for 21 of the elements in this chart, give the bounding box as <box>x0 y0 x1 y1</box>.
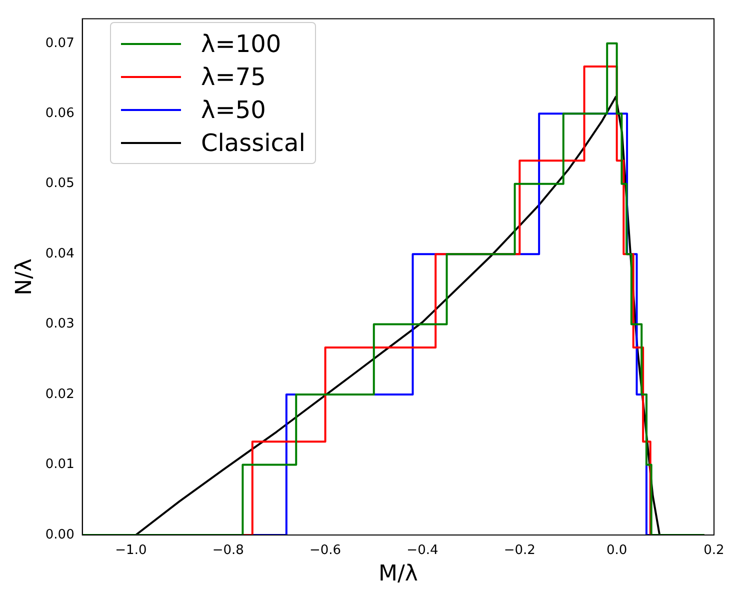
y-tick-label: 0.01 <box>45 457 74 472</box>
y-tick-label: 0.02 <box>45 386 74 402</box>
y-axis-title: N/λ <box>12 258 37 296</box>
x-tick-label: −0.8 <box>212 543 244 558</box>
legend-label: Classical <box>201 128 306 156</box>
y-tick-label: 0.07 <box>45 36 74 51</box>
y-tick-label: 0.05 <box>45 176 74 192</box>
legend-label: λ=100 <box>201 30 282 58</box>
y-tick-label: 0.00 <box>45 527 74 542</box>
y-tick-label: 0.04 <box>45 246 74 262</box>
x-tick-label: 0.2 <box>704 543 724 558</box>
x-tick-label: 0.0 <box>606 543 628 558</box>
legend-label: λ=75 <box>201 62 266 90</box>
x-tick-label: −0.4 <box>406 543 438 558</box>
x-axis-title: M/λ <box>378 562 418 587</box>
x-tick-label: −0.2 <box>504 543 536 558</box>
y-tick-label: 0.06 <box>45 106 74 121</box>
y-tick-label: 0.03 <box>45 316 74 332</box>
x-tick-label: −1.0 <box>115 543 147 558</box>
x-tick-label: −0.6 <box>310 543 342 558</box>
legend-label: λ=50 <box>201 96 266 124</box>
